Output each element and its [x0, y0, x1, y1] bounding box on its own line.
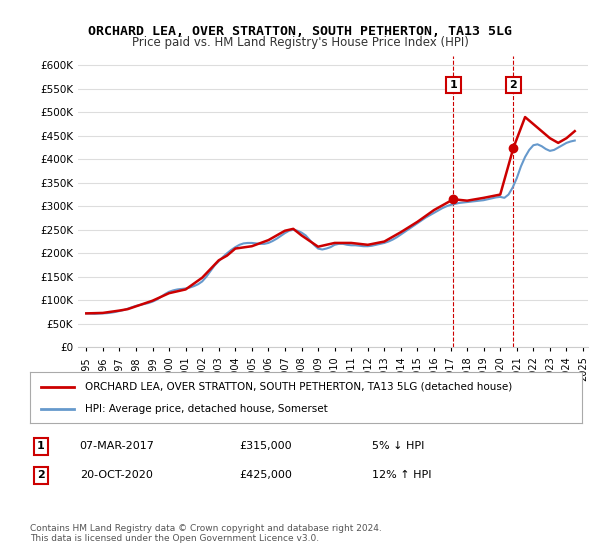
Text: ORCHARD LEA, OVER STRATTON, SOUTH PETHERTON, TA13 5LG (detached house): ORCHARD LEA, OVER STRATTON, SOUTH PETHER…	[85, 381, 512, 391]
Text: £425,000: £425,000	[240, 470, 293, 480]
Text: £315,000: £315,000	[240, 441, 292, 451]
Text: Contains HM Land Registry data © Crown copyright and database right 2024.
This d: Contains HM Land Registry data © Crown c…	[30, 524, 382, 543]
Text: 1: 1	[37, 441, 45, 451]
Text: 2: 2	[37, 470, 45, 480]
Text: 2: 2	[509, 80, 517, 90]
Text: 1: 1	[449, 80, 457, 90]
Text: 5% ↓ HPI: 5% ↓ HPI	[372, 441, 425, 451]
Text: ORCHARD LEA, OVER STRATTON, SOUTH PETHERTON, TA13 5LG: ORCHARD LEA, OVER STRATTON, SOUTH PETHER…	[88, 25, 512, 38]
Text: Price paid vs. HM Land Registry's House Price Index (HPI): Price paid vs. HM Land Registry's House …	[131, 36, 469, 49]
Text: 20-OCT-2020: 20-OCT-2020	[80, 470, 152, 480]
Text: 07-MAR-2017: 07-MAR-2017	[80, 441, 155, 451]
Text: HPI: Average price, detached house, Somerset: HPI: Average price, detached house, Some…	[85, 404, 328, 414]
Text: 12% ↑ HPI: 12% ↑ HPI	[372, 470, 432, 480]
